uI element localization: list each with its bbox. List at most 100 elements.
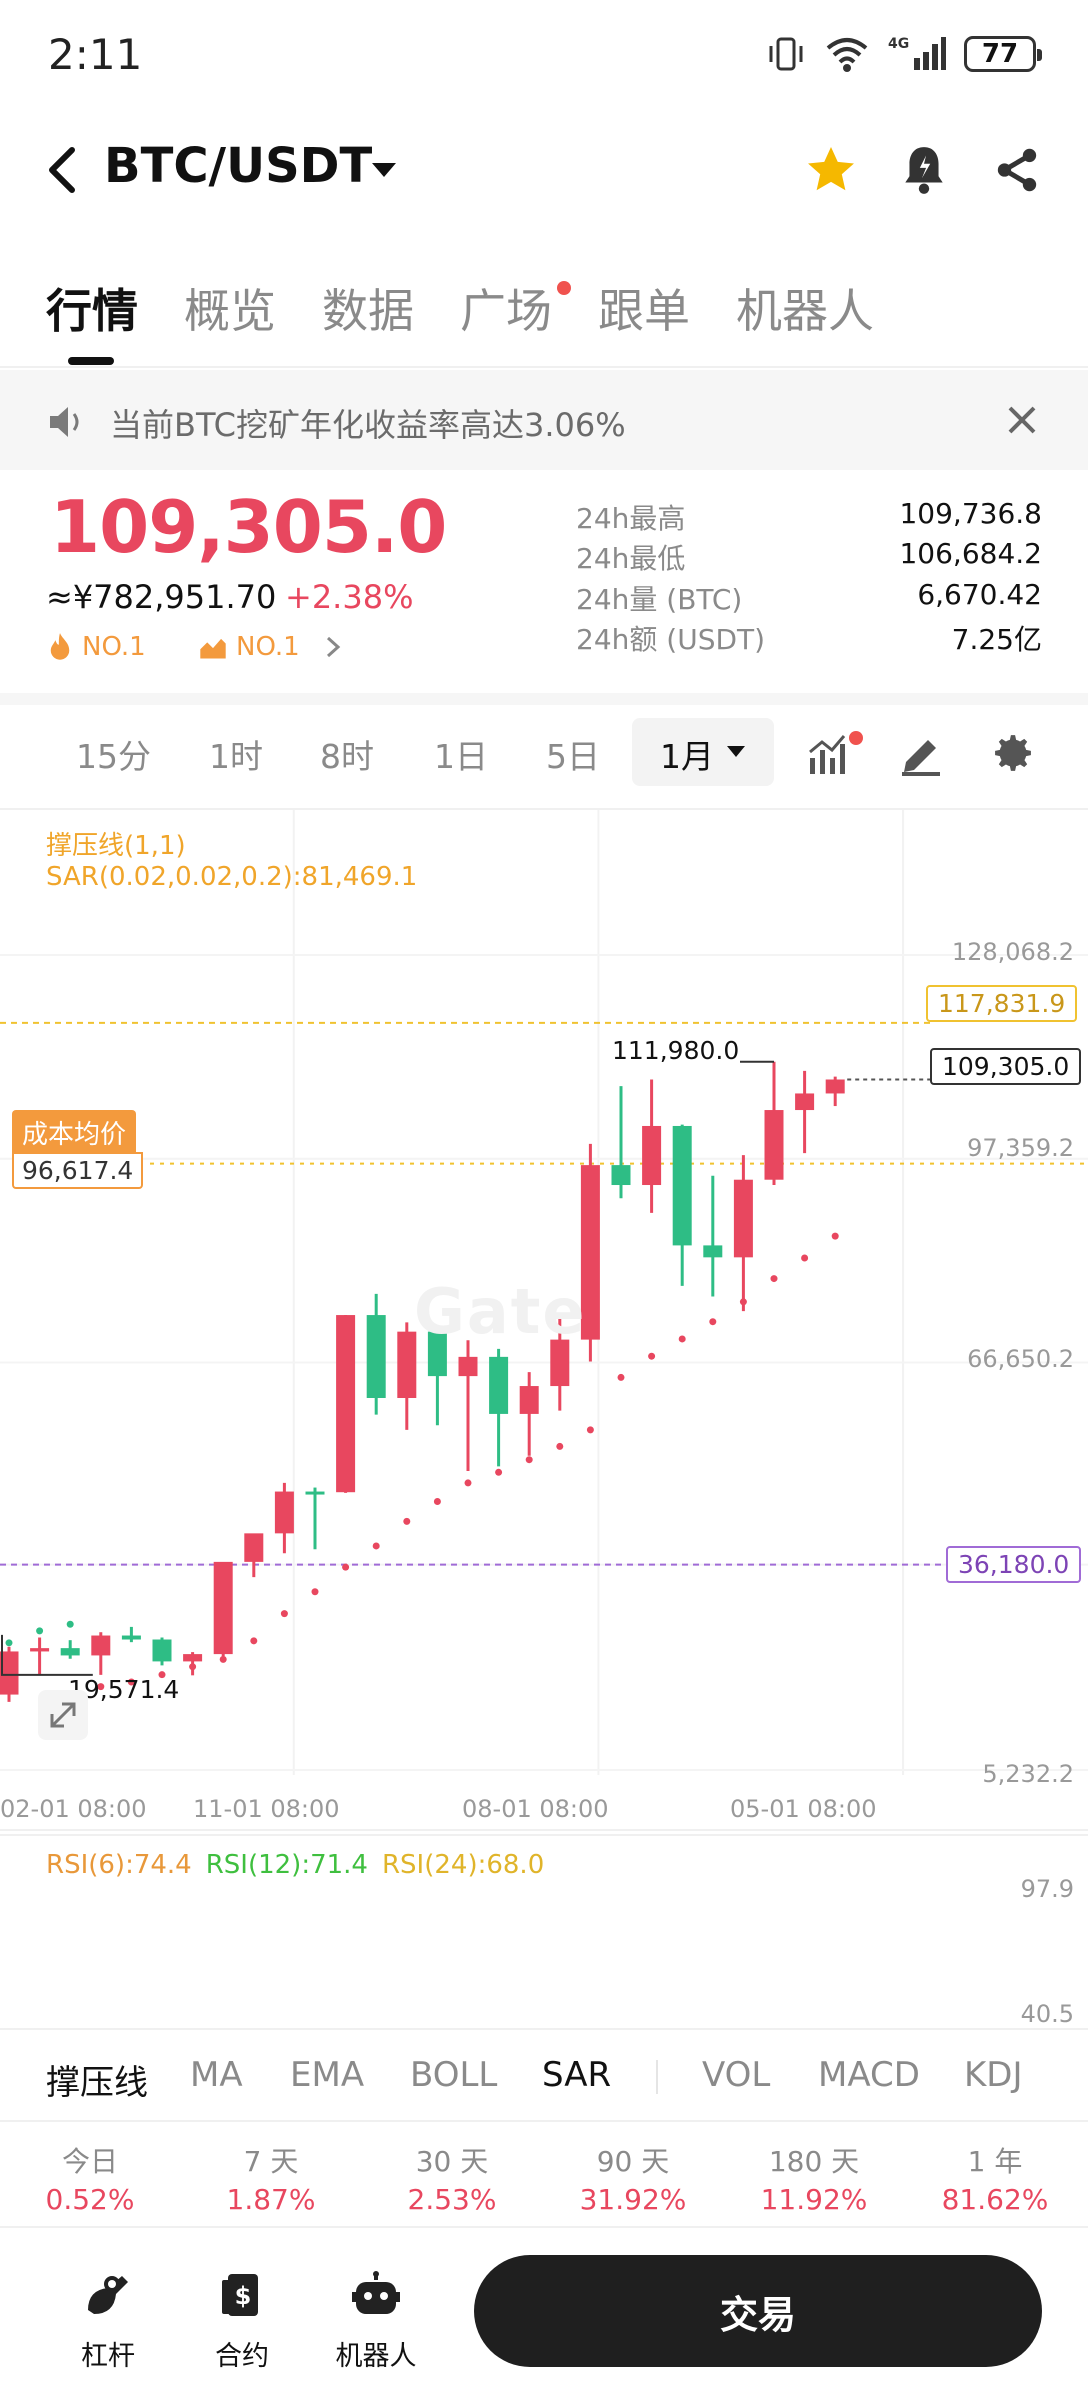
- chevron-right-icon[interactable]: [322, 634, 344, 660]
- rsi-axis-label: 97.9: [1020, 1875, 1074, 1903]
- resistance-price-tag: 117,831.9: [926, 985, 1078, 1022]
- sar-dot: [556, 1442, 564, 1450]
- hot-rank-badge[interactable]: NO.1: [46, 632, 146, 662]
- interval-5d[interactable]: 5日: [546, 737, 600, 776]
- flame-icon: [50, 633, 70, 660]
- interval-1mo[interactable]: 1月: [660, 737, 714, 776]
- chart-settings-gear-icon[interactable]: [988, 728, 1038, 778]
- sar-dot: [311, 1588, 319, 1596]
- close-icon[interactable]: [1000, 398, 1044, 442]
- candle-body: [550, 1339, 570, 1387]
- price-alert-bell-icon[interactable]: [894, 140, 954, 200]
- indicator-tab-ma[interactable]: MA: [190, 2055, 243, 2095]
- sar-dot: [770, 1275, 778, 1283]
- indicator-tab-ema[interactable]: EMA: [290, 2055, 365, 2095]
- stat-value-24h-turnover: 7.25亿: [951, 623, 1042, 656]
- candle-body: [733, 1179, 753, 1258]
- stat-value-24h-volume: 6,670.42: [917, 578, 1042, 611]
- y-axis-label: 66,650.2: [967, 1345, 1074, 1373]
- indicator-tab-vol[interactable]: VOL: [702, 2055, 771, 2095]
- announcement-text[interactable]: 当前BTC挖矿年化收益率高达3.06%: [110, 406, 626, 444]
- stat-label-24h-volume: 24h量 (BTC): [576, 583, 743, 616]
- candle-body: [60, 1648, 80, 1656]
- back-arrow-icon[interactable]: [42, 140, 82, 200]
- perf-label: 7 天: [243, 2145, 299, 2178]
- indicator-tab-macd[interactable]: MACD: [818, 2055, 920, 2095]
- candlestick-chart[interactable]: [0, 810, 1088, 1840]
- perf-value: 2.53%: [407, 2183, 497, 2216]
- rsi12-legend: RSI(12):71.4: [205, 1850, 368, 1880]
- divider: [0, 366, 1088, 368]
- rsi6-legend: RSI(6):74.4: [46, 1850, 192, 1880]
- trade-button[interactable]: 交易: [474, 2255, 1042, 2367]
- tab-data[interactable]: 数据: [322, 284, 414, 338]
- candle-body: [91, 1635, 111, 1656]
- drawing-pen-icon[interactable]: [896, 728, 946, 778]
- stat-label-24h-low: 24h最低: [576, 542, 686, 575]
- contract-button[interactable]: $ 合约: [182, 2270, 302, 2373]
- candle-body: [489, 1356, 509, 1414]
- vibrate-icon: [769, 37, 803, 71]
- bot-button[interactable]: 机器人: [316, 2270, 436, 2373]
- indicator-chart-icon[interactable]: [806, 728, 866, 778]
- fullscreen-expand-icon[interactable]: [38, 1690, 88, 1740]
- announcement-banner[interactable]: [0, 370, 1088, 470]
- perf-label: 90 天: [596, 2145, 670, 2178]
- tab-market[interactable]: 行情: [46, 284, 138, 338]
- sar-dot: [372, 1542, 380, 1550]
- tab-copy-trading[interactable]: 跟单: [598, 284, 690, 338]
- gain-rank-badge[interactable]: NO.1: [198, 632, 344, 662]
- sar-dot: [219, 1655, 227, 1663]
- tab-square[interactable]: 广场: [460, 284, 552, 338]
- indicator-tab-kdj[interactable]: KDJ: [964, 2055, 1023, 2095]
- support-resistance-legend: 撑压线(1,1): [46, 831, 186, 861]
- stat-value-24h-low: 106,684.2: [899, 537, 1042, 570]
- interval-1d[interactable]: 1日: [434, 737, 488, 776]
- svg-text:$: $: [235, 2282, 252, 2310]
- svg-text:4G: 4G: [888, 36, 909, 52]
- share-icon[interactable]: [987, 140, 1047, 200]
- leverage-label: 杠杆: [81, 2341, 135, 2372]
- pair-dropdown-caret-icon[interactable]: [372, 163, 396, 177]
- sar-dot: [801, 1254, 809, 1262]
- sar-dot: [586, 1426, 594, 1434]
- divider: [0, 2120, 1088, 2122]
- stat-label-24h-high: 24h最高: [576, 502, 686, 535]
- gain-rank-text: NO.1: [236, 632, 300, 662]
- sar-dot: [433, 1498, 441, 1506]
- sar-dot: [189, 1663, 197, 1671]
- sar-dot: [66, 1620, 74, 1628]
- pair-title[interactable]: BTC/USDT: [104, 138, 373, 194]
- sar-dot: [831, 1232, 839, 1240]
- perf-label: 今日: [61, 2145, 118, 2178]
- perf-value: 1.87%: [226, 2183, 316, 2216]
- tab-overview[interactable]: 概览: [184, 284, 276, 338]
- sar-dot: [158, 1671, 166, 1679]
- interval-8h[interactable]: 8时: [320, 737, 374, 776]
- indicator-tab-support-resistance[interactable]: 撑压线: [46, 2063, 148, 2103]
- sar-dot: [709, 1318, 717, 1326]
- divider: [0, 2028, 1088, 2030]
- interval-15m[interactable]: 15分: [76, 737, 151, 776]
- sar-dot: [127, 1678, 135, 1686]
- interval-dropdown-caret-icon[interactable]: [727, 746, 745, 757]
- contract-label: 合约: [215, 2341, 269, 2372]
- tab-bots[interactable]: 机器人: [736, 284, 874, 338]
- last-price: 109,305.0: [50, 485, 447, 569]
- y-axis-label: 128,068.2: [951, 938, 1074, 966]
- sar-dot: [280, 1610, 288, 1618]
- cost-average-value: 96,617.4: [12, 1152, 144, 1189]
- indicator-tab-sar[interactable]: SAR: [542, 2055, 612, 2095]
- candle-body: [183, 1654, 203, 1662]
- candle-body: [427, 1331, 447, 1377]
- candle-body: [703, 1245, 723, 1258]
- favorite-star-icon[interactable]: [801, 140, 861, 200]
- indicator-tab-boll[interactable]: BOLL: [410, 2055, 498, 2095]
- stat-label-24h-turnover: 24h额 (USDT): [576, 623, 766, 656]
- perf-value: 11.92%: [760, 2183, 868, 2216]
- interval-1h[interactable]: 1时: [209, 737, 263, 776]
- speaker-icon: [50, 407, 79, 437]
- stat-value-24h-high: 109,736.8: [899, 497, 1042, 530]
- section-divider: [0, 693, 1088, 705]
- leverage-button[interactable]: 杠杆: [48, 2270, 168, 2373]
